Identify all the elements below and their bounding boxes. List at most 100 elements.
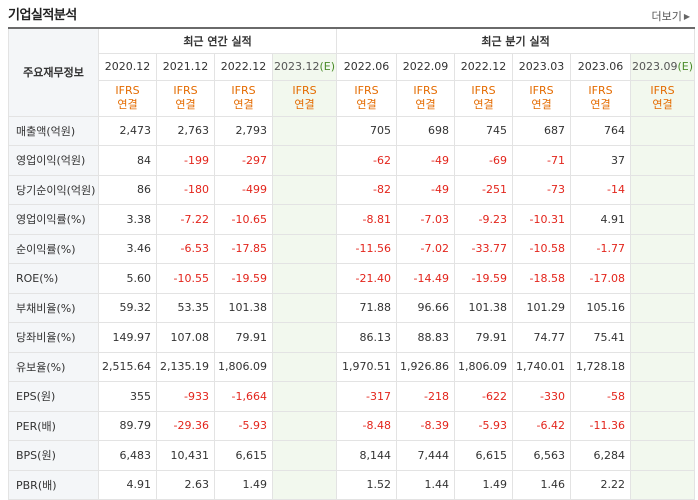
data-cell: 764 (570, 116, 632, 146)
data-cell: -11.36 (570, 411, 632, 441)
data-cell: -297 (214, 145, 273, 176)
more-link[interactable]: 더보기 ▶ (651, 8, 690, 24)
data-cell: -10.65 (214, 204, 273, 235)
row-label: 영업이익률(%) (8, 204, 99, 235)
data-cell (272, 322, 338, 353)
table-row: 영업이익률(%) 3.38 -7.22 -10.65 -8.81 -7.03 -9.23 -1… (8, 204, 696, 235)
data-cell: -17.85 (214, 234, 273, 264)
data-cell: 2,473 (98, 116, 157, 146)
period-label: 2023.03 (518, 60, 565, 73)
data-cell: 4.91 (570, 204, 632, 235)
data-cell: 3.38 (98, 204, 157, 235)
period-header: 2023.03 (512, 53, 572, 81)
data-cell (272, 292, 338, 323)
ifrs-label: IFRS 연결 (512, 80, 572, 117)
data-cell (630, 175, 696, 205)
data-cell: -330 (512, 381, 572, 412)
data-cell: -10.58 (512, 234, 572, 264)
data-cell: -82 (336, 175, 398, 205)
table-row: 순이익률(%) 3.46 -6.53 -17.85 -11.56 -7.02 -33.77-… (8, 234, 696, 264)
section-title: 기업실적분석 (8, 8, 77, 23)
data-cell: 2,135.19 (156, 352, 215, 382)
data-cell: 1.49 (214, 470, 273, 500)
data-cell: 1,806.09 (454, 352, 514, 382)
data-cell: 105.16 (570, 292, 632, 323)
data-cell: -7.03 (396, 204, 456, 235)
data-cell: 101.38 (214, 292, 273, 323)
financial-summary-table: 주요재무정보 최근 연간 실적 최근 분기 실적 2020.12 2021.12 2… (8, 27, 696, 500)
estimate-mark: (E) (319, 60, 336, 73)
period-label: 2023.06 (577, 60, 624, 73)
data-cell: -1,664 (214, 381, 273, 412)
data-cell: -180 (156, 175, 215, 205)
data-cell: -62 (336, 145, 398, 176)
data-cell (630, 145, 696, 176)
data-cell: 79.91 (454, 322, 514, 353)
ifrs-label: IFRS 연결 (336, 80, 398, 117)
annual-group-header: 최근 연간 실적 (98, 28, 338, 54)
data-cell (272, 263, 338, 294)
data-cell: -18.58 (512, 263, 572, 294)
data-cell: 1,806.09 (214, 352, 273, 382)
period-header: 2022.12 (454, 53, 514, 81)
data-cell (630, 116, 696, 146)
table-row: ROE(%) 5.60 -10.55 -19.59 -21.40 -14.49 -19.59… (8, 263, 696, 294)
data-cell: 1,926.86 (396, 352, 456, 382)
data-cell: 74.77 (512, 322, 572, 353)
table-row: 매출액(억원) 2,473 2,763 2,793 705 698 745 687 764 (8, 116, 696, 146)
row-label: ROE(%) (8, 263, 99, 294)
data-cell: -19.59 (214, 263, 273, 294)
data-cell: 1.52 (336, 470, 398, 500)
data-cell: 705 (336, 116, 398, 146)
data-cell: 101.29 (512, 292, 572, 323)
period-header: 2020.12 (98, 53, 157, 81)
data-cell (630, 292, 696, 323)
row-label: 유보율(%) (8, 352, 99, 382)
data-cell: -17.08 (570, 263, 632, 294)
data-cell: -9.23 (454, 204, 514, 235)
data-cell (630, 381, 696, 412)
data-cell: 7,444 (396, 440, 456, 471)
data-cell: 79.91 (214, 322, 273, 353)
data-cell: 355 (98, 381, 157, 412)
period-header: 2022.12 (214, 53, 273, 81)
data-cell: 88.83 (396, 322, 456, 353)
data-cell: 107.08 (156, 322, 215, 353)
data-cell (630, 411, 696, 441)
period-label: 2022.12 (220, 60, 267, 73)
more-label[interactable]: 더보기 (651, 10, 682, 23)
row-label: BPS(원) (8, 440, 99, 471)
data-cell (630, 470, 696, 500)
data-cell: -7.22 (156, 204, 215, 235)
data-cell: -933 (156, 381, 215, 412)
data-cell: -6.42 (512, 411, 572, 441)
data-cell: -499 (214, 175, 273, 205)
data-cell: 8,144 (336, 440, 398, 471)
period-header: 2023.06 (570, 53, 632, 81)
data-cell: 2.22 (570, 470, 632, 500)
table-row: BPS(원) 6,483 10,431 6,615 8,144 7,444 6,615 6,5… (8, 440, 696, 471)
data-cell: -5.93 (454, 411, 514, 441)
data-cell: 6,615 (214, 440, 273, 471)
data-cell: 687 (512, 116, 572, 146)
data-cell: 75.41 (570, 322, 632, 353)
data-cell: -14.49 (396, 263, 456, 294)
row-label: 당기순이익(억원) (8, 175, 99, 205)
data-cell: 4.91 (98, 470, 157, 500)
period-label: 2023.12 (273, 60, 320, 73)
row-label: EPS(원) (8, 381, 99, 412)
data-cell: -10.55 (156, 263, 215, 294)
data-cell: -21.40 (336, 263, 398, 294)
data-cell (272, 116, 338, 146)
data-cell: 6,563 (512, 440, 572, 471)
data-cell (630, 440, 696, 471)
period-header: 2023.09(E) (630, 53, 696, 81)
data-cell: -19.59 (454, 263, 514, 294)
data-cell: -6.53 (156, 234, 215, 264)
data-cell: -71 (512, 145, 572, 176)
data-cell: 89.79 (98, 411, 157, 441)
data-cell (272, 411, 338, 441)
row-label: 매출액(억원) (8, 116, 99, 146)
period-row: 2020.12 2021.12 2022.12 2023.12(E) 2022.06 20… (9, 53, 696, 81)
data-cell: 101.38 (454, 292, 514, 323)
